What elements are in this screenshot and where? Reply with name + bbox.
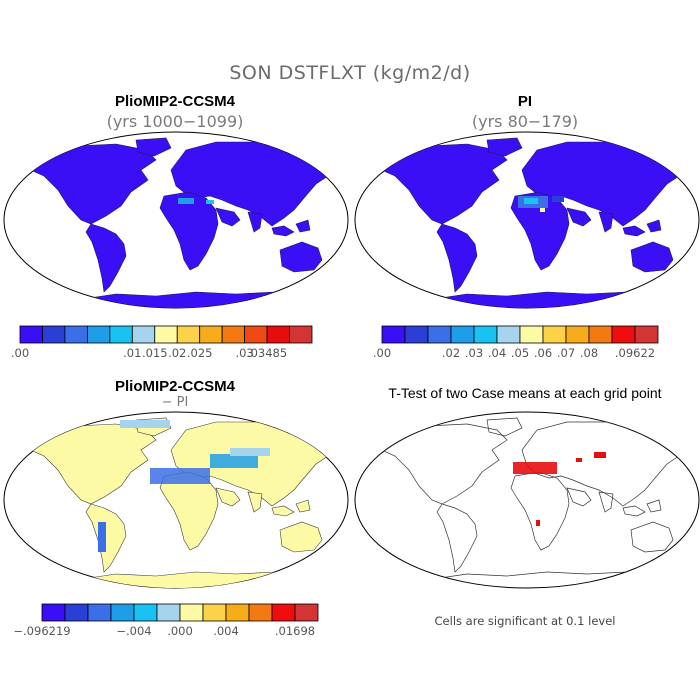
map-top-left — [3, 131, 349, 309]
colorbar-swatch — [179, 603, 204, 622]
colorbar-tick-label: .05 — [511, 346, 529, 360]
dust-patch — [206, 200, 214, 204]
colorbar-swatch — [450, 325, 475, 344]
colorbar-swatch — [86, 325, 111, 344]
anomaly-patch — [98, 522, 106, 552]
colorbar-swatch — [64, 603, 89, 622]
colorbar-swatch — [221, 325, 246, 344]
colorbar-tick-label: .01 — [123, 346, 141, 360]
colorbar-tick-label: .03 — [465, 346, 483, 360]
figure-title: SON DSTFLXT (kg/m2/d) — [229, 62, 471, 84]
colorbar-swatch — [381, 325, 406, 344]
colorbar-swatch — [156, 603, 181, 622]
colorbar-swatch — [42, 325, 66, 344]
dust-patch — [178, 198, 194, 204]
colorbar-swatch — [294, 603, 319, 622]
colorbar-swatch — [611, 325, 636, 344]
colorbar-swatch — [289, 325, 313, 344]
colorbar-swatch — [110, 603, 135, 622]
colorbar-tick-label: .004 — [213, 624, 239, 638]
significance-note: Cells are significant at 0.1 level — [434, 614, 616, 628]
colorbar-swatch — [248, 603, 273, 622]
colorbar-tick-label: .02 — [442, 346, 460, 360]
colorbar-tick-label: .04 — [488, 346, 506, 360]
colorbar-tick-label: .07 — [557, 346, 575, 360]
colorbar-tick-label: .000 — [167, 624, 193, 638]
panel-title-top-left: PlioMIP2-CCSM4 — [114, 93, 235, 110]
dust-patch — [524, 198, 538, 204]
colorbar-swatch — [266, 325, 290, 344]
panel-subtitle-bottom-left: − PI — [161, 395, 189, 410]
colorbar-tick-label: .02 — [168, 346, 186, 360]
colorbar-swatch — [225, 603, 250, 622]
colorbar-swatch — [473, 325, 498, 344]
anomaly-patch — [120, 420, 170, 428]
panel-title-top-right: PI — [517, 93, 533, 110]
colorbar-swatch — [634, 325, 659, 344]
colorbar-tick-label: .00 — [373, 346, 391, 360]
colorbar-swatch — [565, 325, 590, 344]
colorbar-swatch — [176, 325, 201, 344]
map-bottom-left — [3, 411, 349, 589]
colorbar-swatch — [271, 603, 296, 622]
colorbar-tick-label: .03 — [235, 346, 253, 360]
colorbar-swatch — [542, 325, 567, 344]
colorbar-swatch — [87, 603, 112, 622]
colorbar-tick-label: .06 — [534, 346, 552, 360]
anomaly-patch — [210, 454, 258, 468]
significant-cells — [594, 452, 606, 458]
map-bottom-right — [354, 411, 700, 589]
panel-subtitle-top-left: (yrs 1000−1099) — [106, 112, 244, 131]
anomaly-patch — [150, 468, 210, 484]
colorbar-swatch — [109, 325, 133, 344]
colorbar-tick-label: .00 — [11, 346, 29, 360]
colorbar-swatch — [19, 325, 43, 344]
colorbar-swatch — [427, 325, 452, 344]
dust-patch — [540, 208, 545, 212]
map-top-right — [354, 131, 700, 309]
colorbar-tick-label: .01698 — [275, 624, 315, 638]
colorbar-swatch — [64, 325, 88, 344]
panel-subtitle-top-right: (yrs 80−179) — [471, 112, 579, 131]
colorbar-swatch — [244, 325, 268, 344]
significant-cells — [513, 462, 557, 474]
colorbar-swatch — [41, 603, 66, 622]
colorbar-swatch — [154, 325, 178, 344]
colorbar-tick-label: .09622 — [615, 346, 655, 360]
significant-cells — [576, 458, 582, 462]
colorbar-tick-label: −.004 — [116, 624, 151, 638]
significant-cells — [536, 520, 540, 526]
panel-title-bottom-left: PlioMIP2-CCSM4 — [114, 378, 235, 395]
colorbar-tick-label: .08 — [580, 346, 598, 360]
colorbar-swatch — [519, 325, 544, 344]
colorbar-tick-label: .03485 — [247, 346, 287, 360]
colorbar-top-left: .00 .01.015.02.025 .03.03485 — [11, 325, 313, 360]
dust-patch — [552, 196, 564, 202]
colorbar-tick-label: .025 — [187, 346, 213, 360]
colorbar-swatch — [131, 325, 156, 344]
colorbar-swatch — [202, 603, 227, 622]
colorbar-bottom-left: −.096219 −.004 .000 .004 .01698 — [13, 603, 319, 638]
colorbar-swatch — [199, 325, 223, 344]
colorbar-top-right: .00 .02 .03 .04 .05 .06 .07 .08 .09622 — [373, 325, 659, 360]
colorbar-swatch — [496, 325, 521, 344]
colorbar-tick-label: −.096219 — [13, 624, 70, 638]
anomaly-patch — [230, 448, 270, 456]
panel-title-bottom-right: T-Test of two Case means at each grid po… — [388, 385, 662, 401]
colorbar-swatch — [404, 325, 429, 344]
colorbar-swatch — [133, 603, 158, 622]
colorbar-swatch — [588, 325, 613, 344]
colorbar-tick-label: .015 — [142, 346, 168, 360]
